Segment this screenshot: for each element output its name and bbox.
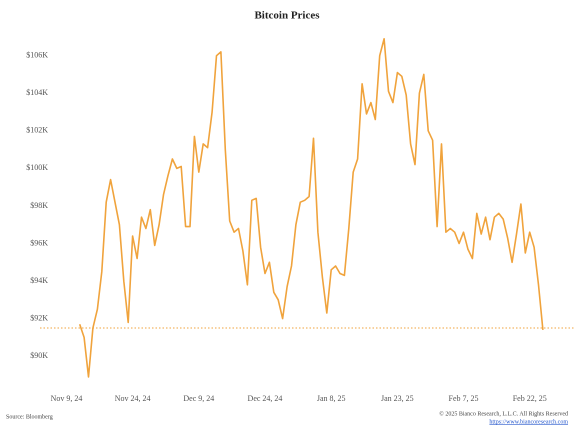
y-tick-label: $106K bbox=[26, 50, 48, 59]
x-tick-label: Dec 9, 24 bbox=[183, 394, 214, 403]
y-tick-label: $104K bbox=[26, 88, 48, 97]
y-tick-label: $100K bbox=[26, 163, 48, 172]
y-tick-label: $96K bbox=[30, 238, 48, 247]
x-tick-label: Dec 24, 24 bbox=[248, 394, 283, 403]
y-tick-label: $102K bbox=[26, 126, 48, 135]
x-tick-label: Nov 24, 24 bbox=[115, 394, 151, 403]
x-tick-label: Feb 22, 25 bbox=[513, 394, 547, 403]
x-tick-label: Feb 7, 25 bbox=[449, 394, 479, 403]
x-tick-label: Jan 8, 25 bbox=[317, 394, 346, 403]
price-line bbox=[78, 38, 544, 378]
source: Source: Bloomberg bbox=[6, 414, 53, 420]
url-link[interactable]: https://www.biancoresearch.com bbox=[489, 419, 568, 425]
x-tick-label: Nov 9, 24 bbox=[51, 394, 83, 403]
y-tick-label: $94K bbox=[30, 276, 48, 285]
chart-title: Bitcoin Prices bbox=[254, 10, 320, 22]
y-tick-label: $90K bbox=[30, 351, 48, 360]
y-tick-label: $92K bbox=[30, 313, 48, 322]
x-tick-label: Jan 23, 25 bbox=[381, 394, 414, 403]
copyright: © 2025 Bianco Research, L.L.C. All Right… bbox=[439, 410, 568, 417]
y-tick-label: $98K bbox=[30, 201, 48, 210]
